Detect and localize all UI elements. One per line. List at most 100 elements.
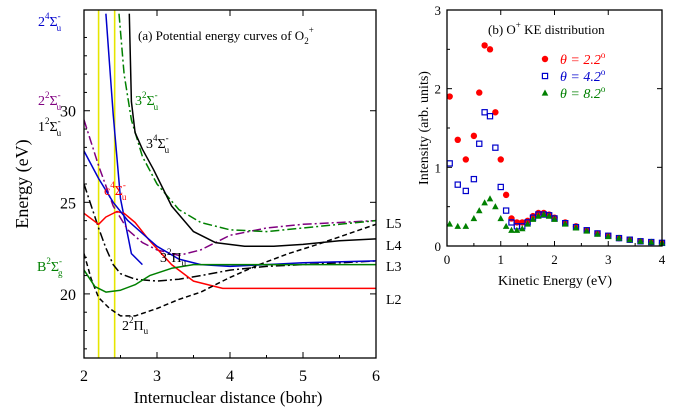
a-y-tick-label: 25: [60, 195, 76, 212]
b-x-tick-label: 2: [551, 252, 558, 267]
panel-b-x-axis-label: Kinetic Energy (eV): [498, 274, 612, 289]
asymptote-labels: L5 L4 L3 L2: [386, 217, 402, 308]
square-point: [476, 140, 483, 147]
triangle-point: [446, 220, 453, 227]
panel-b-title: (b) O+ KE distribution: [488, 20, 605, 37]
triangle-point: [462, 222, 470, 229]
triangle-point: [637, 237, 644, 244]
curve-34-u-5: [128, 13, 376, 248]
b-x-tick-label: 4: [659, 252, 666, 267]
triangle-point: [615, 234, 623, 241]
circle-point: [492, 109, 499, 116]
triangle-point: [604, 233, 612, 240]
circle-point: [486, 46, 494, 53]
square-point: [470, 175, 478, 183]
panel-a-vertical-lines: [97, 10, 116, 358]
curve-32-u-4: [118, 13, 376, 233]
triangle-point: [497, 214, 505, 222]
triangle-point: [486, 195, 494, 202]
curve-22-u-7: [84, 223, 376, 317]
square-point: [462, 187, 470, 195]
square-point: [508, 219, 515, 226]
legend-circle-marker: [541, 55, 549, 63]
a-y-tick-label: 30: [60, 104, 76, 121]
legend-triangle-marker: [541, 89, 549, 96]
label-3-2pi-u: 32Πu: [160, 247, 187, 268]
curve-12-u-2: [84, 183, 376, 282]
a-x-tick-label: 2: [80, 368, 88, 385]
square-point: [492, 144, 499, 151]
panel-a-potential-energy-curves: 2 3 4 5 6 20 25 30 (a) Potential energy curves …: [12, 9, 402, 407]
triangle-point: [540, 211, 548, 218]
legend-label-3: θ = 8.2o: [560, 84, 606, 102]
circle-point: [470, 132, 478, 140]
legend-square-marker: [541, 72, 549, 80]
triangle-point: [481, 199, 488, 206]
b-y-tick-label: 2: [435, 82, 442, 97]
b-x-tick-label: 3: [605, 252, 612, 267]
label-l5: L5: [386, 217, 402, 232]
label-l3: L3: [386, 260, 402, 275]
panel-a-curves: [84, 13, 376, 317]
label-b-2sigma-g: B2Σ-g: [37, 256, 63, 278]
label-2-2pi-u: 22Πu: [122, 315, 149, 336]
label-l2: L2: [386, 293, 402, 308]
a-x-tick-label: 3: [153, 368, 161, 385]
triangle-point: [454, 222, 462, 229]
triangle-point: [529, 215, 537, 222]
b-y-tick-label: 3: [435, 3, 442, 18]
square-point: [486, 112, 494, 120]
panel-b-points: [446, 42, 666, 247]
circle-point: [481, 42, 488, 49]
b-y-tick-label: 0: [435, 239, 442, 254]
b-x-tick-label: 1: [498, 252, 505, 267]
panel-a-x-axis-label: Internuclear distance (bohr): [134, 388, 323, 407]
label-2-4sigma-u: 24Σ-u: [38, 11, 62, 33]
triangle-point: [626, 236, 634, 243]
circle-point: [462, 156, 470, 163]
label-c-4sigma-u: c4Σ-u: [104, 180, 127, 202]
triangle-point: [551, 215, 558, 222]
triangle-point: [535, 212, 542, 219]
a-x-tick-label: 4: [226, 368, 234, 385]
triangle-point: [518, 225, 526, 232]
triangle-point: [561, 220, 569, 227]
label-3-4sigma-u: 34Σ-u: [146, 133, 170, 155]
label-l4: L4: [386, 239, 402, 254]
panel-a-y-axis-label: Energy (eV): [12, 139, 33, 228]
curve-22-u-1: [84, 119, 376, 257]
panel-b-legend: θ = 2.2oθ = 4.2oθ = 8.2o: [541, 50, 606, 102]
triangle-point: [583, 227, 591, 234]
triangle-point: [492, 203, 499, 210]
panel-b-ticks: 0 1 2 3 4 0 1 2 3: [435, 3, 666, 267]
label-2-2sigma-u: 22Σ-u: [38, 90, 62, 112]
a-x-tick-label: 6: [372, 368, 380, 385]
triangle-point: [475, 207, 483, 214]
label-1-2sigma-u: 12Σ-u: [38, 116, 62, 138]
triangle-point: [513, 226, 521, 233]
triangle-point: [647, 238, 655, 245]
curve-b2-g-8: [84, 263, 376, 293]
panel-b-y-axis-label: Intensity (arb. units): [417, 71, 432, 185]
legend-label-2: θ = 4.2o: [560, 67, 606, 85]
square-point: [502, 207, 510, 214]
panel-a-ticks: 2 3 4 5 6 20 25 30: [60, 10, 380, 385]
curve-24-u-0: [105, 13, 143, 266]
circle-point: [497, 156, 504, 163]
triangle-point: [594, 230, 601, 237]
triangle-point: [470, 214, 478, 222]
triangle-point: [502, 222, 510, 229]
label-3-2sigma-u: 32Σ-u: [135, 90, 159, 112]
square-point: [454, 181, 461, 188]
circle-point: [454, 136, 461, 143]
triangle-point: [545, 212, 553, 219]
a-x-tick-label: 5: [299, 368, 307, 385]
state-labels: 24Σ-u 22Σ-u 12Σ-u c4Σ-u 32Σ-u 34Σ-u 32Πu…: [37, 11, 187, 336]
b-y-tick-label: 1: [435, 160, 442, 175]
b-x-tick-label: 0: [444, 252, 451, 267]
circle-point: [502, 191, 510, 199]
triangle-point: [572, 224, 580, 231]
circle-point: [446, 93, 453, 100]
